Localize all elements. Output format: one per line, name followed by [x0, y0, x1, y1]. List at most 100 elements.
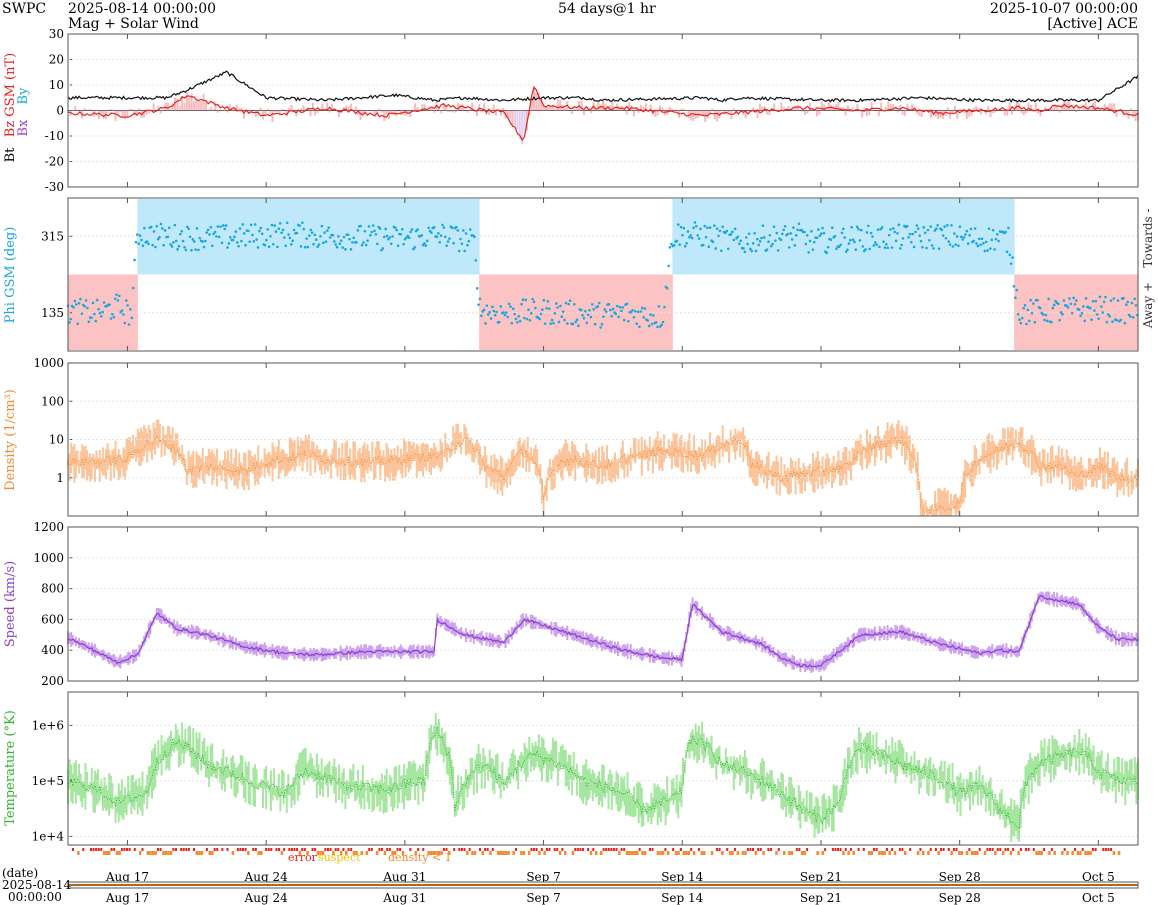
phi-point	[933, 229, 937, 232]
error-flag	[991, 848, 994, 851]
phi-point	[362, 241, 365, 244]
phi-point	[896, 231, 899, 235]
phi-point	[919, 239, 923, 243]
density-flag	[852, 851, 855, 855]
density-flag	[481, 851, 485, 855]
phi-point	[543, 322, 547, 325]
phi-point	[761, 224, 765, 227]
density-flag	[154, 851, 157, 855]
error-flag	[458, 848, 461, 851]
phi-point	[450, 226, 454, 230]
phi-point	[231, 238, 235, 242]
away-sector	[1063, 274, 1070, 350]
density-flag	[280, 851, 284, 855]
phi-point	[746, 242, 749, 246]
error-flag	[1027, 848, 1030, 851]
phi-point	[941, 234, 945, 237]
mag-y-tick-label: 30	[49, 27, 64, 41]
density-flag	[167, 851, 170, 855]
error-flag	[92, 848, 95, 851]
density-flag	[247, 851, 250, 855]
away-sector	[1103, 274, 1109, 350]
density-flag	[571, 851, 575, 855]
phi-point	[944, 236, 948, 240]
phi-point	[228, 235, 232, 239]
phi-point	[529, 311, 533, 315]
density-flag	[983, 851, 987, 855]
phi-point	[1131, 316, 1135, 319]
speed-y-tick-label: 1200	[33, 520, 64, 534]
phi-point	[1130, 301, 1134, 305]
density-flag	[821, 851, 825, 855]
error-flag	[697, 848, 700, 851]
phi-point	[689, 234, 693, 237]
phi-point	[460, 242, 464, 246]
error-flag	[71, 848, 74, 851]
phi-point	[767, 240, 770, 243]
phi-point	[804, 242, 808, 246]
phi-point	[154, 245, 157, 249]
error-flag	[221, 848, 224, 851]
phi-point	[574, 320, 577, 324]
phi-point	[871, 235, 874, 238]
phi-point	[756, 237, 759, 241]
phi-point	[758, 239, 762, 243]
phi-point	[446, 240, 450, 243]
away-sector	[127, 274, 133, 350]
phi-axis-label: Phi GSM (deg)	[3, 227, 18, 324]
density-flag	[393, 851, 397, 855]
phi-point	[1020, 316, 1024, 320]
phi-point	[688, 235, 691, 239]
towards-sector	[152, 199, 158, 275]
phi-point	[308, 234, 311, 237]
density-flag	[950, 851, 953, 855]
density-flag	[878, 851, 881, 855]
phi-point	[253, 223, 257, 226]
phi-point	[381, 247, 385, 250]
density-flag	[641, 851, 644, 855]
phi-point	[1018, 318, 1021, 321]
error-flag	[947, 848, 950, 851]
phi-point	[369, 234, 372, 237]
phi-point	[783, 224, 787, 228]
phi-point	[682, 226, 686, 230]
error-flag	[909, 848, 912, 851]
phi-point	[929, 225, 933, 228]
towards-sector	[360, 199, 366, 275]
x-tick-label-bottom: Aug 17	[105, 891, 149, 905]
phi-point	[873, 241, 877, 244]
away-sector	[607, 274, 614, 350]
phi-point	[448, 237, 451, 240]
error-flag	[955, 848, 958, 851]
error-flag	[275, 848, 278, 851]
towards-sector	[320, 199, 327, 275]
density-flag	[471, 851, 474, 855]
phi-point	[118, 294, 121, 298]
phi-point	[248, 240, 252, 243]
phi-point	[205, 231, 209, 234]
error-flag	[97, 848, 100, 851]
phi-point	[717, 234, 720, 238]
phi-point	[305, 237, 308, 240]
x-tick-label-top: Aug 24	[244, 870, 289, 884]
phi-point	[1112, 297, 1116, 300]
x-tick-label-top: Sep 14	[661, 870, 703, 884]
density-flag	[922, 851, 925, 855]
phi-point	[972, 239, 976, 243]
phi-point	[464, 232, 468, 235]
density-flag	[401, 851, 405, 855]
phi-point	[509, 305, 512, 308]
error-flag	[798, 848, 801, 851]
towards-sector	[439, 199, 445, 275]
phi-point	[75, 303, 78, 306]
error-flag	[561, 848, 564, 851]
towards-sector	[984, 199, 990, 275]
flag-legend-density: density < 1	[388, 851, 452, 864]
phi-point	[1134, 304, 1138, 307]
phi-point	[194, 248, 197, 251]
phi-point	[172, 241, 175, 244]
phi-point	[821, 226, 824, 230]
error-flag	[288, 848, 291, 851]
error-flag	[530, 848, 533, 851]
